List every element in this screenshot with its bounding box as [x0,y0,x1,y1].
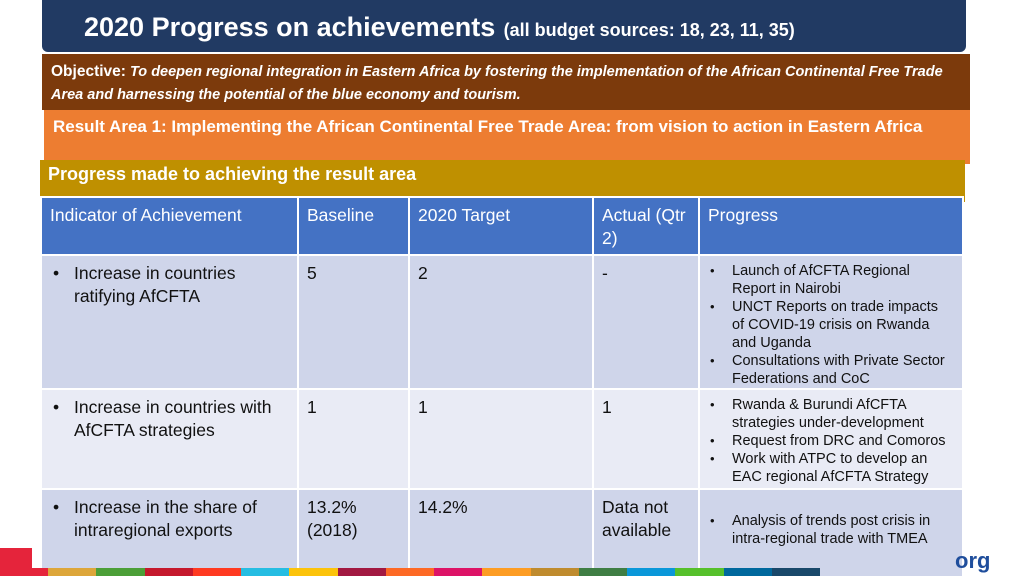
objective-text: To deepen regional integration in Easter… [51,64,943,103]
indicator-cell: • Increase in countries ratifying AfCFTA [40,254,299,390]
org-website-text: org [955,548,991,573]
baseline-cell: 13.2% (2018) [297,488,410,576]
indicator-text: Increase in the share of intraregional e… [74,497,257,540]
objective-label: Objective: [51,63,126,80]
progress-list: • Launch of AfCFTA Regional Report in Nai… [708,262,954,388]
progress-cell: • Rwanda & Burundi AfCFTA strategies unde… [698,388,964,490]
target-cell: 1 [408,388,594,490]
progress-list: • Analysis of trends post crisis in intra… [708,496,954,548]
list-item: • Launch of AfCFTA Regional Report in Nai… [710,263,910,297]
list-item: • Consultations with Private Sector Feder… [710,353,945,387]
actual-cell: - [592,254,700,390]
slide-subtitle: (all budget sources: 18, 23, 11, 35) [503,20,795,40]
bullet-icon: • [710,299,715,314]
indicator-text: Increase in countries ratifying AfCFTA [74,263,236,306]
bullet-icon: • [53,397,60,417]
bullet-icon: • [710,263,715,278]
header-baseline: Baseline [297,196,410,256]
header-indicator: Indicator of Achievement [40,196,299,256]
progress-cell: • Launch of AfCFTA Regional Report in Nai… [698,254,964,390]
target-cell: 2 [408,254,594,390]
target-cell: 14.2% [408,488,594,576]
indicator-text: Increase in countries with AfCFTA strate… [74,397,272,440]
progress-strip-text: Progress made to achieving the result ar… [48,164,417,184]
list-item: • Rwanda & Burundi AfCFTA strategies unde… [710,397,924,431]
table-row: • Increase in countries with AfCFTA strat… [40,388,964,490]
slide-title-bar: 2020 Progress on achievements (all budge… [42,0,966,52]
indicator-table: Indicator of Achievement Baseline 2020 T… [40,196,964,576]
actual-cell: 1 [592,388,700,490]
bullet-icon: • [710,451,715,466]
bullet-icon: • [710,433,715,448]
slide-title: 2020 Progress on achievements [84,12,496,42]
bullet-icon: • [710,353,715,368]
list-item: • Request from DRC and Comoros [710,433,946,449]
progress-list: • Rwanda & Burundi AfCFTA strategies unde… [708,396,954,486]
header-actual: Actual (Qtr 2) [592,196,700,256]
actual-cell: Data not available [592,488,700,576]
objective-box: Objective: To deepen regional integratio… [42,54,970,110]
bullet-icon: • [53,497,60,517]
bullet-icon: • [53,263,60,283]
header-progress: Progress [698,196,964,256]
table-header-row: Indicator of Achievement Baseline 2020 T… [40,196,964,256]
table-row: • Increase in the share of intraregional … [40,488,964,576]
list-item: • Analysis of trends post crisis in intra… [710,513,931,547]
indicator-cell: • Increase in the share of intraregional … [40,488,299,576]
baseline-cell: 5 [297,254,410,390]
list-item: • Work with ATPC to develop an EAC region… [710,451,929,485]
result-area-box: Result Area 1: Implementing the African … [44,110,970,164]
header-target: 2020 Target [408,196,594,256]
table-row: • Increase in countries ratifying AfCFTA … [40,254,964,390]
result-area-text: Result Area 1: Implementing the African … [53,117,923,136]
footer-color-stripe [0,568,820,576]
bullet-icon: • [710,397,715,412]
progress-strip: Progress made to achieving the result ar… [40,160,965,202]
progress-cell: • Analysis of trends post crisis in intra… [698,488,964,576]
baseline-cell: 1 [297,388,410,490]
bullet-icon: • [710,513,715,528]
list-item: • UNCT Reports on trade impacts of COVID-… [710,299,939,351]
indicator-cell: • Increase in countries with AfCFTA strat… [40,388,299,490]
